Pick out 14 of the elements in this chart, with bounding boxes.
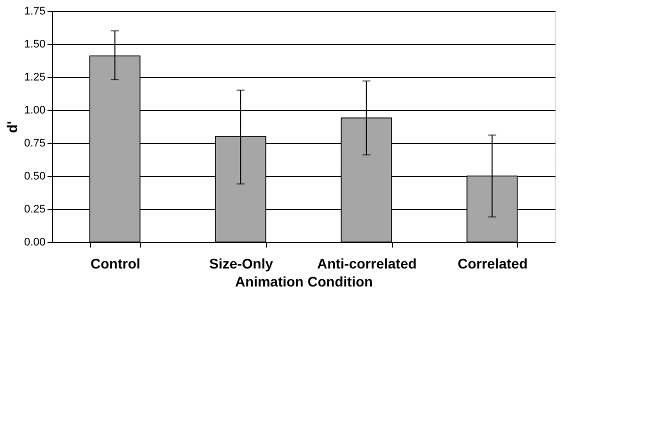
- y-tick-label: 0.75: [24, 138, 46, 150]
- y-tick-label: 0.25: [24, 204, 46, 216]
- y-tick-label: 1.25: [24, 72, 46, 84]
- y-tick-label: 0.50: [24, 170, 46, 182]
- x-tick-label: Size-Only: [209, 256, 274, 272]
- x-axis-title: Animation Condition: [235, 274, 373, 290]
- x-tick-label: Anti-correlated: [317, 256, 417, 272]
- y-tick-label: 1.75: [24, 6, 46, 18]
- x-tick-label: Correlated: [458, 256, 528, 272]
- y-tick-label: 1.00: [24, 104, 46, 116]
- y-axis-title: d': [4, 121, 20, 133]
- x-tick-label: Control: [90, 256, 140, 272]
- y-tick-label: 0.00: [24, 236, 46, 248]
- y-tick-label: 1.50: [24, 38, 46, 50]
